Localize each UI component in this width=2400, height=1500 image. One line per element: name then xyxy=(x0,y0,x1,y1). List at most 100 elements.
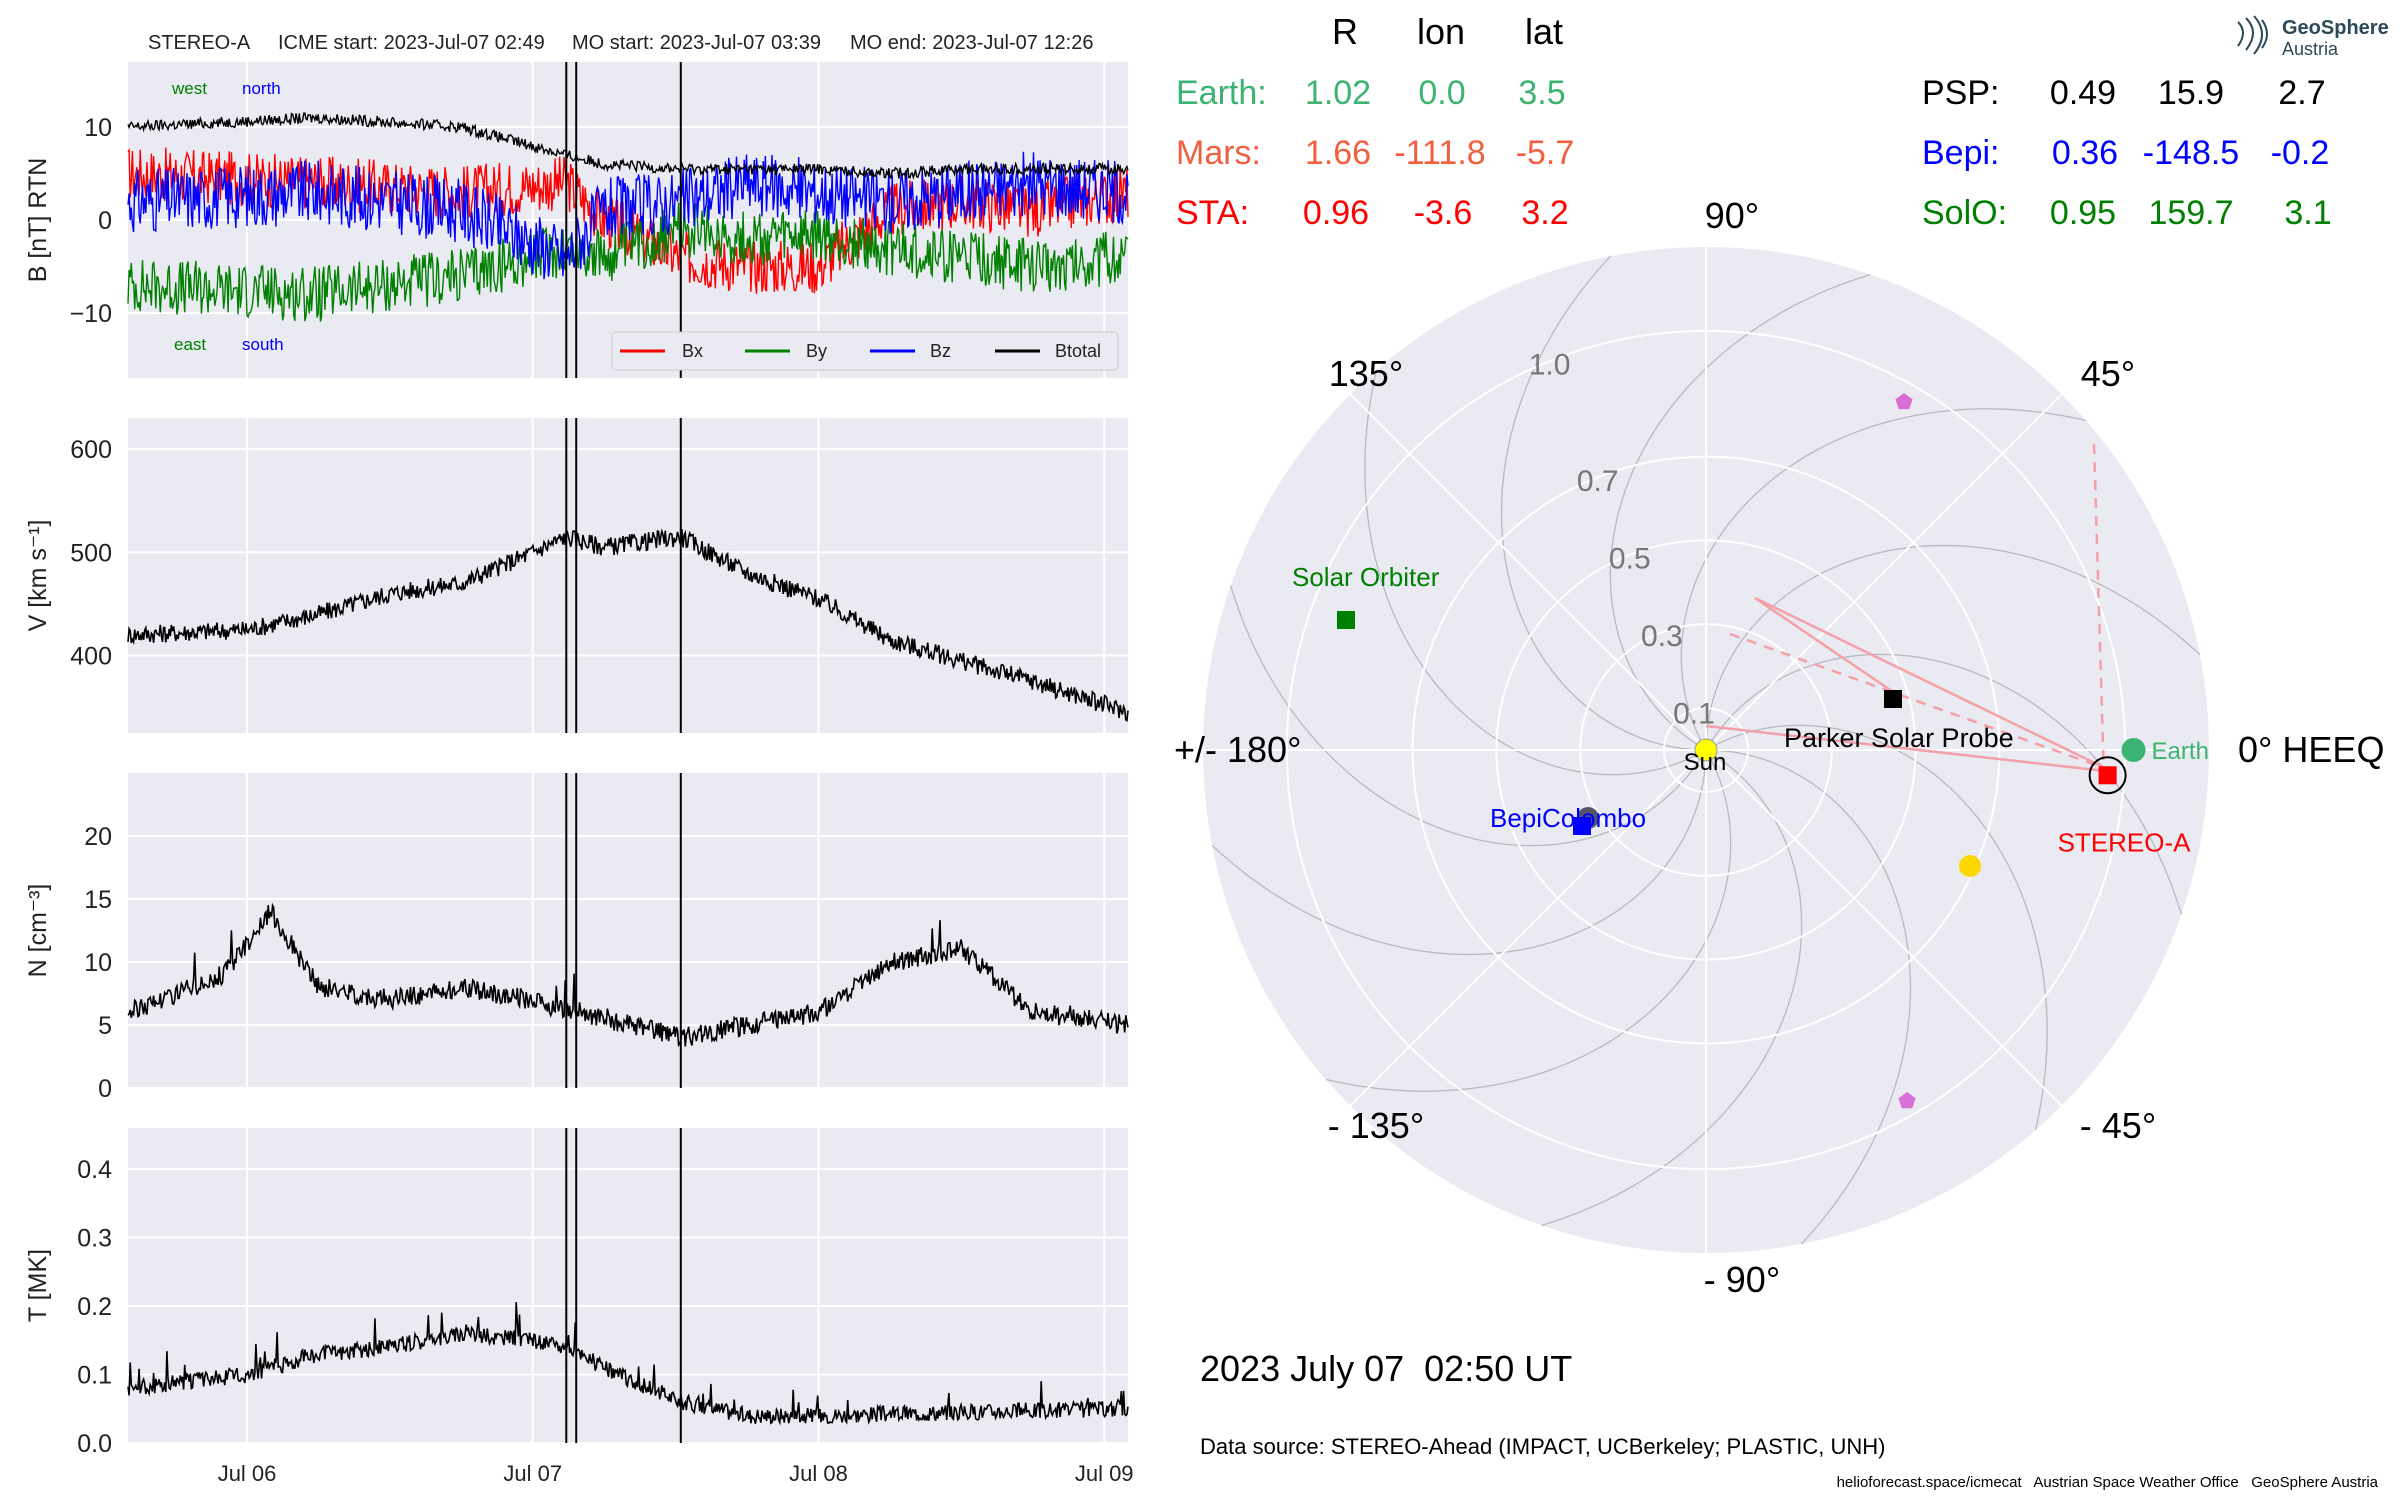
xtick-jul09: Jul 09 xyxy=(1075,1461,1134,1486)
body-sun-marker xyxy=(1694,738,1718,762)
legend-btotal: Btotal xyxy=(1055,341,1101,361)
row-bepi-lat: -0.2 xyxy=(2271,134,2330,172)
panel-T-ytick: 0.3 xyxy=(77,1225,112,1253)
time-series-panels: 10 0 −10 B [nT] RTN 600 500 400 V [km s⁻¹] 20 15 1… xyxy=(24,62,1134,1486)
angle-label-a0: 0° HEEQ xyxy=(2238,729,2384,770)
angle-label-an90: - 90° xyxy=(1704,1259,1780,1300)
series-by-line xyxy=(127,202,1129,322)
series-n-line xyxy=(127,902,1129,1048)
table-header-lat: lat xyxy=(1525,11,1563,52)
panel-V-ylabel: V [km s⁻¹] xyxy=(24,520,52,632)
row-mars-lat: -5.7 xyxy=(1516,134,1575,172)
series-t-line xyxy=(127,1302,1129,1426)
logo-line1: GeoSphere xyxy=(2282,17,2389,39)
panel-V-ytick: 400 xyxy=(70,643,112,671)
link-psp-earth xyxy=(1754,596,1903,700)
panel-N-ytick: 15 xyxy=(84,886,112,914)
legend-bz: Bz xyxy=(930,341,951,361)
panel-N: 20 15 10 5 0 N [cm⁻³] xyxy=(24,773,1129,1103)
spiral-arm xyxy=(1709,653,2183,915)
panel-V-ytick: 600 xyxy=(70,436,112,464)
polar-orbit-plot: 1.0 0.7 0.5 0.3 0.1 90° 45° 135° 0° HEEQ +/- 180°… xyxy=(1174,195,2384,1300)
row-sta-r: 0.96 xyxy=(1303,194,1369,232)
panel-B-ytick: 10 xyxy=(84,114,112,142)
panel-N-ylabel: N [cm⁻³] xyxy=(24,884,52,978)
angle-label-an45: - 45° xyxy=(2080,1105,2156,1146)
row-psp-lon: 15.9 xyxy=(2158,74,2224,112)
row-mars-lon: -111.8 xyxy=(1394,134,1485,172)
row-bepi-r: 0.36 xyxy=(2052,134,2118,172)
row-mars-r: 1.66 xyxy=(1305,134,1371,172)
spiral-arm xyxy=(1609,273,1871,747)
table-header-lon: lon xyxy=(1417,11,1465,52)
spiral-arm xyxy=(1325,757,1732,1092)
body-psp-label: Parker Solar Probe xyxy=(1784,723,2014,753)
legend-bx: Bx xyxy=(682,341,703,361)
spiral-arm xyxy=(1500,255,1698,751)
b-legend: Bx By Bz Btotal xyxy=(611,331,1119,371)
panel-B-ytick: −10 xyxy=(70,300,112,328)
header-mo-start: MO start: 2023-Jul-07 03:39 xyxy=(572,32,821,54)
xtick-jul06: Jul 06 xyxy=(218,1461,277,1486)
table-header-r: R xyxy=(1332,11,1358,52)
spiral-arm xyxy=(1211,758,1707,956)
angle-label-a135: 135° xyxy=(1329,353,1403,394)
spiral-arm xyxy=(1364,369,1699,776)
angle-label-a45: 45° xyxy=(2081,353,2135,394)
geosphere-logo: GeoSphere Austria xyxy=(2237,15,2389,59)
row-sta-label: STA: xyxy=(1176,194,1249,232)
header-mo-end: MO end: 2023-Jul-07 12:26 xyxy=(850,32,1094,54)
spiral-arm xyxy=(1713,724,2048,1131)
panel-B-ylabel: B [nT] RTN xyxy=(24,158,52,283)
row-earth-r: 1.02 xyxy=(1305,74,1371,112)
panel-V-background xyxy=(128,418,1128,733)
row-solo-lon: 159.7 xyxy=(2148,194,2233,232)
body-stereo-marker xyxy=(2098,766,2117,785)
panel-T-ylabel: T [MK] xyxy=(24,1249,52,1322)
body-solo-label: Solar Orbiter xyxy=(1292,562,1440,592)
panel-N-background xyxy=(128,773,1128,1088)
polar-spoke xyxy=(1705,393,2063,751)
panel-T-ytick: 0.2 xyxy=(77,1293,112,1321)
geosphere-logo-mark xyxy=(2237,15,2268,55)
row-earth-label: Earth: xyxy=(1176,74,1267,112)
xtick-jul07: Jul 07 xyxy=(503,1461,562,1486)
panel-V: 600 500 400 V [km s⁻¹] xyxy=(24,418,1129,733)
radial-label: 1.0 xyxy=(1529,349,1571,382)
data-source: Data source: STEREO-Ahead (IMPACT, UCBer… xyxy=(1200,1434,1885,1459)
panel-B-ytick: 0 xyxy=(98,207,112,235)
link-psp-stereo xyxy=(1754,596,2109,771)
row-sta-lon: -3.6 xyxy=(1414,194,1473,232)
angle-label-a90: 90° xyxy=(1705,195,1759,236)
panel-T-background xyxy=(128,1128,1128,1443)
row-solo-label: SolO: xyxy=(1922,194,2007,232)
row-psp-lat: 2.7 xyxy=(2278,74,2325,112)
planet-marker-yellow xyxy=(1959,855,1981,877)
panel-B: 10 0 −10 B [nT] RTN xyxy=(24,62,1129,378)
annotation-south: south xyxy=(242,335,284,354)
polar-spoke xyxy=(1349,749,1707,1107)
row-solo-r: 0.95 xyxy=(2050,194,2116,232)
header-icme-start: ICME start: 2023-Jul-07 02:49 xyxy=(278,32,545,54)
panel-N-ytick: 10 xyxy=(84,949,112,977)
timestamp: 2023 July 07 02:50 UT xyxy=(1200,1348,1572,1389)
radial-label: 0.5 xyxy=(1609,542,1651,575)
panel-N-ytick: 0 xyxy=(98,1075,112,1103)
link-dashed-1 xyxy=(1729,632,2109,771)
annotation-west: west xyxy=(171,79,207,98)
marker-pentagon-lower xyxy=(1898,1092,1916,1109)
link-sun-stereo xyxy=(1705,724,2108,773)
footer-credits: helioforecast.space/icmecat Austrian Spa… xyxy=(1837,1474,2379,1491)
angle-label-an135: - 135° xyxy=(1328,1105,1424,1146)
radial-label: 0.7 xyxy=(1577,465,1619,498)
panel-T-ytick: 0.4 xyxy=(77,1156,112,1184)
angle-label-a180: +/- 180° xyxy=(1174,729,1301,770)
panel-T-ytick: 0.1 xyxy=(77,1362,112,1390)
polar-spoke xyxy=(1349,393,1707,751)
header-spacecraft: STEREO-A xyxy=(148,32,251,54)
radial-label: 0.1 xyxy=(1673,697,1715,730)
radial-label: 0.3 xyxy=(1641,620,1683,653)
row-bepi-lon: -148.5 xyxy=(2143,134,2239,172)
annotation-north: north xyxy=(242,79,281,98)
